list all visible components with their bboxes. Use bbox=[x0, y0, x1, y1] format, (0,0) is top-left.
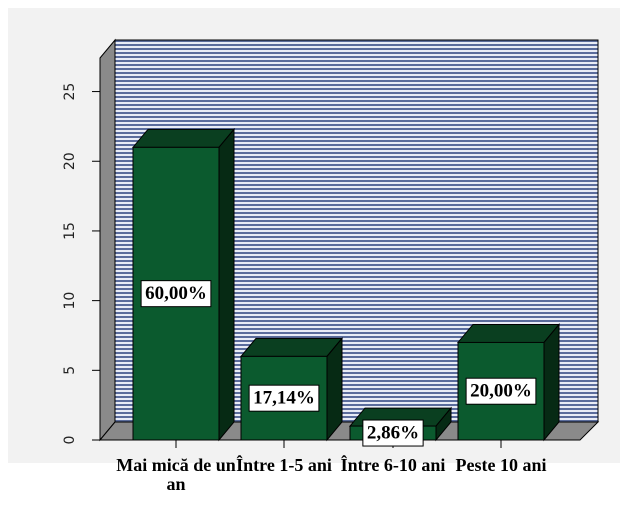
bar-side bbox=[543, 323, 560, 442]
bar-side bbox=[326, 336, 343, 442]
percent-label: 2,86% bbox=[367, 422, 419, 443]
bar-top bbox=[131, 128, 236, 148]
y-tick-label: 0 bbox=[62, 436, 78, 445]
bar-top bbox=[239, 337, 344, 357]
x-tick-label: Mai mică de un an bbox=[116, 455, 236, 494]
percent-label: 17,14% bbox=[253, 388, 315, 409]
y-tick-label: 5 bbox=[62, 366, 78, 375]
bar-side bbox=[218, 127, 235, 442]
y-tick-label: 10 bbox=[62, 292, 78, 310]
percent-label-box bbox=[362, 419, 424, 447]
x-tick-label: Între 1-5 ani bbox=[236, 455, 332, 475]
y-tick-label: 25 bbox=[62, 83, 78, 101]
x-tick-label: Peste 10 ani bbox=[455, 455, 547, 475]
y-tick-label: 15 bbox=[62, 222, 78, 240]
percent-label: 60,00% bbox=[145, 283, 207, 304]
side-wall bbox=[99, 38, 116, 442]
x-tick-label: Între 6-10 ani bbox=[340, 455, 446, 475]
y-tick-label: 20 bbox=[62, 152, 78, 170]
percent-label-box bbox=[465, 377, 537, 405]
bar-top bbox=[456, 323, 561, 343]
percent-label-box bbox=[140, 280, 212, 308]
percent-label-box bbox=[248, 384, 320, 412]
percent-label: 20,00% bbox=[470, 381, 532, 402]
